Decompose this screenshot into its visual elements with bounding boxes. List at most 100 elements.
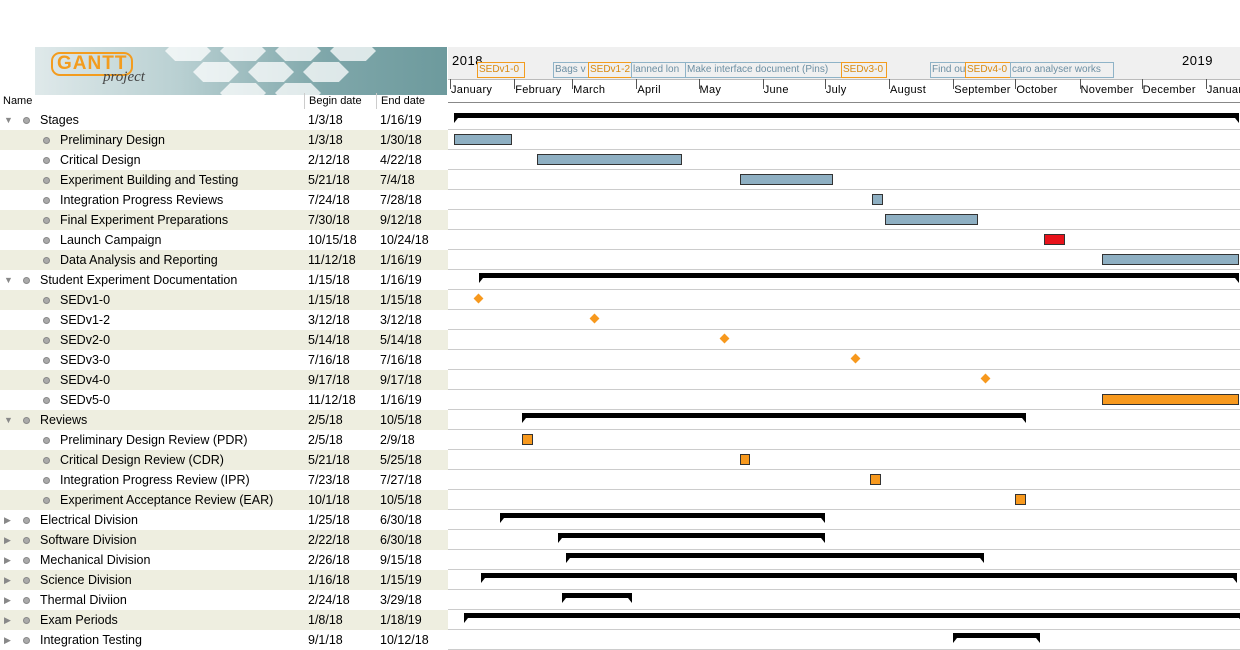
task-begin-date: 1/15/18 <box>308 273 350 287</box>
tree-row[interactable]: SEDv5-0 11/12/18 1/16/19 <box>0 390 448 410</box>
tree-row[interactable]: ▼ Stages 1/3/18 1/16/19 <box>0 110 448 130</box>
task-begin-date: 10/15/18 <box>308 233 357 247</box>
month-tick <box>889 79 891 89</box>
summary-bar[interactable] <box>478 273 1239 283</box>
task-bar[interactable] <box>1102 254 1239 265</box>
milestone-diamond[interactable] <box>850 353 861 364</box>
task-begin-date: 7/30/18 <box>308 213 350 227</box>
row-grid-line <box>448 269 1240 270</box>
tree-row[interactable]: SEDv1-2 3/12/18 3/12/18 <box>0 310 448 330</box>
collapse-triangle-icon[interactable]: ▼ <box>4 415 13 425</box>
tree-row[interactable]: Final Experiment Preparations 7/30/18 9/12… <box>0 210 448 230</box>
tree-row[interactable]: ▶ Electrical Division 1/25/18 6/30/18 <box>0 510 448 530</box>
tree-row[interactable]: Integration Progress Reviews 7/24/18 7/28/… <box>0 190 448 210</box>
tree-row[interactable]: ▼ Reviews 2/5/18 10/5/18 <box>0 410 448 430</box>
task-bullet-icon <box>43 377 50 384</box>
task-begin-date: 1/16/18 <box>308 573 350 587</box>
tree-row[interactable]: ▼ Student Experiment Documentation 1/15/18… <box>0 270 448 290</box>
expand-triangle-icon[interactable]: ▶ <box>4 595 11 605</box>
row-grid-line <box>448 309 1240 310</box>
task-bar[interactable] <box>536 154 682 165</box>
milestone-diamond[interactable] <box>980 373 991 384</box>
task-bar[interactable] <box>870 474 881 485</box>
milestone-diamond[interactable] <box>719 333 730 344</box>
task-bullet-icon <box>43 437 50 444</box>
task-end-date: 3/12/18 <box>380 313 422 327</box>
collapse-triangle-icon[interactable]: ▼ <box>4 275 13 285</box>
row-grid-line <box>448 569 1240 570</box>
expand-triangle-icon[interactable]: ▶ <box>4 555 11 565</box>
task-begin-date: 1/8/18 <box>308 613 343 627</box>
task-bullet-icon <box>23 617 30 624</box>
month-label: December <box>1142 84 1196 96</box>
task-begin-date: 1/3/18 <box>308 133 343 147</box>
tree-row[interactable]: SEDv4-0 9/17/18 9/17/18 <box>0 370 448 390</box>
tree-row[interactable]: Critical Design 2/12/18 4/22/18 <box>0 150 448 170</box>
summary-bar[interactable] <box>557 533 825 543</box>
summary-bar[interactable] <box>522 413 1026 423</box>
summary-bar[interactable] <box>953 633 1041 643</box>
summary-bar[interactable] <box>499 513 825 523</box>
task-bar[interactable] <box>884 214 979 225</box>
logo-title: GANTT <box>51 52 134 76</box>
expand-triangle-icon[interactable]: ▶ <box>4 535 11 545</box>
expand-triangle-icon[interactable]: ▶ <box>4 615 11 625</box>
expand-triangle-icon[interactable]: ▶ <box>4 635 11 645</box>
tree-row[interactable]: Integration Progress Review (IPR) 7/23/18… <box>0 470 448 490</box>
gantt-chart[interactable]: January February March April May June July Augu… <box>448 47 1240 650</box>
summary-bar[interactable] <box>464 613 1240 623</box>
tree-row[interactable]: Critical Design Review (CDR) 5/21/18 5/25/… <box>0 450 448 470</box>
expand-triangle-icon[interactable]: ▶ <box>4 515 11 525</box>
month-tick <box>1141 79 1143 89</box>
task-end-date: 2/9/18 <box>380 433 415 447</box>
summary-bar[interactable] <box>565 553 985 563</box>
column-header-end[interactable]: End date <box>381 95 426 107</box>
task-name: Experiment Acceptance Review (EAR) <box>60 493 274 507</box>
tree-row[interactable]: SEDv2-0 5/14/18 5/14/18 <box>0 330 448 350</box>
tree-row[interactable]: ▶ Exam Periods 1/8/18 1/18/19 <box>0 610 448 630</box>
tree-row[interactable]: Experiment Acceptance Review (EAR) 10/1/1… <box>0 490 448 510</box>
month-label: October <box>1016 84 1058 96</box>
tree-row[interactable]: SEDv1-0 1/15/18 1/15/18 <box>0 290 448 310</box>
collapse-triangle-icon[interactable]: ▼ <box>4 115 13 125</box>
tree-row[interactable]: ▶ Integration Testing 9/1/18 10/12/18 <box>0 630 448 650</box>
tree-row[interactable]: Data Analysis and Reporting 11/12/18 1/16/… <box>0 250 448 270</box>
milestone-diamond[interactable] <box>589 313 600 324</box>
task-bar[interactable] <box>522 434 533 445</box>
tree-row[interactable]: SEDv3-0 7/16/18 7/16/18 <box>0 350 448 370</box>
tree-row[interactable]: Experiment Building and Testing 5/21/18 7/… <box>0 170 448 190</box>
task-name: Mechanical Division <box>40 553 151 567</box>
task-bar[interactable] <box>1044 234 1066 245</box>
task-bullet-icon <box>43 317 50 324</box>
tree-row[interactable]: ▶ Thermal Diviion 2/24/18 3/29/18 <box>0 590 448 610</box>
tree-row[interactable]: Preliminary Design 1/3/18 1/30/18 <box>0 130 448 150</box>
task-end-date: 7/4/18 <box>380 173 415 187</box>
task-begin-date: 2/5/18 <box>308 433 343 447</box>
tree-row[interactable]: Preliminary Design Review (PDR) 2/5/18 2/9… <box>0 430 448 450</box>
task-bar[interactable] <box>1102 394 1239 405</box>
task-bullet-icon <box>43 257 50 264</box>
tree-row[interactable]: ▶ Science Division 1/16/18 1/15/19 <box>0 570 448 590</box>
task-bar[interactable] <box>454 134 513 145</box>
task-bar[interactable] <box>872 194 883 205</box>
column-header-begin[interactable]: Begin date <box>309 95 362 107</box>
milestone-diamond[interactable] <box>473 293 484 304</box>
expand-triangle-icon[interactable]: ▶ <box>4 575 11 585</box>
task-bar[interactable] <box>739 454 751 465</box>
column-header-name[interactable]: Name <box>3 95 33 107</box>
summary-bar[interactable] <box>561 593 633 603</box>
summary-bar[interactable] <box>454 113 1239 123</box>
summary-bar[interactable] <box>481 573 1237 583</box>
tree-row[interactable]: ▶ Mechanical Division 2/26/18 9/15/18 <box>0 550 448 570</box>
task-begin-date: 11/12/18 <box>308 393 356 407</box>
month-label: January <box>1206 84 1240 96</box>
task-begin-date: 7/24/18 <box>308 193 350 207</box>
tree-row[interactable]: Launch Campaign 10/15/18 10/24/18 <box>0 230 448 250</box>
task-bar[interactable] <box>1015 494 1026 505</box>
task-name: Critical Design Review (CDR) <box>60 453 224 467</box>
task-bullet-icon <box>43 197 50 204</box>
task-bullet-icon <box>23 537 30 544</box>
task-bar[interactable] <box>739 174 834 185</box>
month-tick <box>514 79 516 89</box>
tree-row[interactable]: ▶ Software Division 2/22/18 6/30/18 <box>0 530 448 550</box>
